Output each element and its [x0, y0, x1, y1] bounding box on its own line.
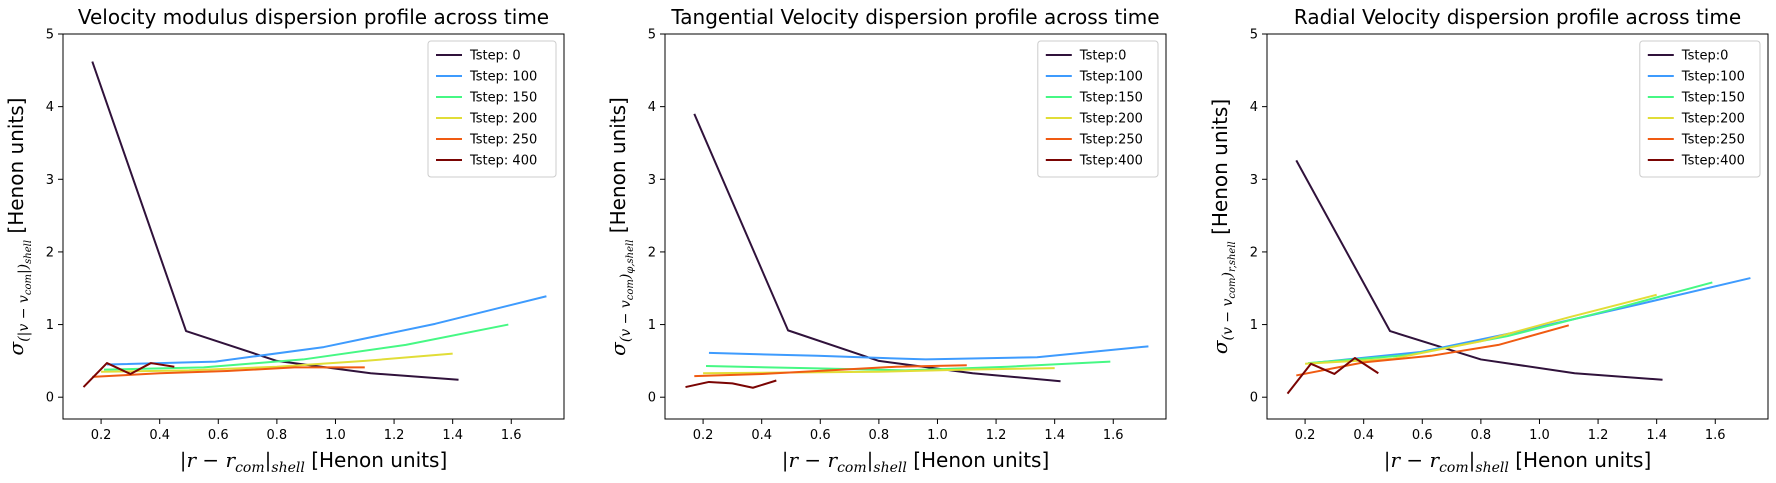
y-axis-label: σ(|v − vcom|)shell [Henon units] — [4, 98, 34, 356]
x-tick-label: 0.8 — [869, 428, 890, 443]
x-tick-label: 0.4 — [1353, 428, 1374, 443]
legend-entry-label: Tstep:0 — [1079, 49, 1127, 64]
x-tick-label: 0.6 — [1412, 428, 1433, 443]
legend-entry-label: Tstep:100 — [1079, 70, 1143, 85]
legend-entry-label: Tstep: 150 — [469, 91, 537, 106]
series-line-tstep-200 — [101, 352, 453, 373]
y-tick-label: 0 — [1250, 391, 1258, 406]
y-tick-label: 2 — [648, 245, 656, 260]
x-tick-label: 1.0 — [927, 428, 948, 443]
y-tick-label: 1 — [1250, 318, 1258, 333]
chart-panel-2: Tangential Velocity dispersion profile a… — [606, 5, 1167, 476]
y-tick-label: 5 — [46, 28, 54, 43]
x-tick-label: 0.6 — [208, 428, 229, 443]
y-tick-label: 3 — [1250, 173, 1258, 188]
series-line-tstep-150 — [1307, 281, 1713, 365]
y-tick-label: 4 — [648, 100, 656, 115]
series-line-tstep-250 — [694, 364, 967, 378]
x-tick-label: 0.2 — [693, 428, 714, 443]
series-line-tstep-0 — [693, 113, 1061, 383]
x-axis-label: |r − rcom|shell [Henon units] — [1384, 448, 1652, 476]
y-tick-label: 3 — [46, 173, 54, 188]
chart-title: Velocity modulus dispersion profile acro… — [78, 5, 549, 29]
x-tick-label: 1.6 — [1103, 428, 1124, 443]
x-tick-label: 0.4 — [751, 428, 772, 443]
chart-panel-3: Radial Velocity dispersion profile acros… — [1208, 5, 1769, 476]
y-tick-label: 3 — [648, 173, 656, 188]
x-tick-label: 0.8 — [1471, 428, 1492, 443]
series-line-tstep-400 — [82, 362, 175, 388]
x-tick-label: 1.6 — [501, 428, 522, 443]
x-tick-label: 0.6 — [810, 428, 831, 443]
legend-entry-label: Tstep: 100 — [469, 70, 537, 85]
y-tick-label: 2 — [46, 245, 54, 260]
legend-entry-label: Tstep:200 — [1681, 112, 1745, 127]
y-tick-label: 5 — [648, 28, 656, 43]
y-tick-label: 1 — [46, 318, 54, 333]
x-tick-label: 1.0 — [1529, 428, 1550, 443]
y-tick-label: 4 — [46, 100, 54, 115]
y-tick-label: 5 — [1250, 28, 1258, 43]
x-tick-label: 1.2 — [1588, 428, 1609, 443]
y-axis-label: σ(v − vcom)φ,shell [Henon units] — [606, 97, 636, 356]
x-tick-label: 0.8 — [267, 428, 288, 443]
x-tick-label: 1.2 — [986, 428, 1007, 443]
series-line-tstep-200 — [703, 367, 1055, 375]
plot-area-frame — [1266, 33, 1769, 420]
x-axis-label: |r − rcom|shell [Henon units] — [180, 448, 448, 476]
legend: Tstep:0 Tstep:100 Tstep:150 Tstep:200 Tstep:… — [1639, 40, 1761, 178]
x-tick-label: 0.2 — [91, 428, 112, 443]
legend-entry-label: Tstep:200 — [1079, 112, 1143, 127]
chart-title: Tangential Velocity dispersion profile a… — [670, 5, 1159, 29]
plot-area-frame — [664, 33, 1167, 420]
x-tick-label: 0.4 — [149, 428, 170, 443]
legend-entry-label: Tstep:150 — [1681, 91, 1745, 106]
x-tick-label: 1.0 — [325, 428, 346, 443]
series-line-tstep-0 — [91, 61, 459, 381]
series-line-tstep-400 — [1286, 356, 1379, 395]
x-axis-label: |r − rcom|shell [Henon units] — [782, 448, 1050, 476]
series-line-tstep-250 — [1296, 324, 1570, 377]
legend-entry-label: Tstep: 250 — [469, 133, 537, 148]
series-line-tstep-200 — [1305, 293, 1657, 365]
legend-entry-label: Tstep:400 — [1681, 154, 1745, 169]
series-line-tstep-100 — [106, 295, 547, 366]
legend-entry-label: Tstep:100 — [1681, 70, 1745, 85]
y-axis-label: σ(v − vcom)r,shell [Henon units] — [1208, 99, 1238, 354]
series-line-tstep-150 — [103, 323, 509, 371]
x-tick-label: 0.2 — [1295, 428, 1316, 443]
legend-entry-label: Tstep:400 — [1079, 154, 1143, 169]
chart-title: Radial Velocity dispersion profile acros… — [1294, 5, 1741, 29]
series-line-tstep-0 — [1295, 159, 1663, 381]
legend: Tstep: 0 Tstep: 100 Tstep: 150 Tstep: 200 Ts… — [427, 40, 557, 178]
series-line-tstep-400 — [685, 379, 777, 389]
x-tick-label: 1.2 — [384, 428, 405, 443]
legend-entry-label: Tstep: 200 — [469, 112, 537, 127]
x-tick-label: 1.4 — [1044, 428, 1065, 443]
chart-panel-1: Velocity modulus dispersion profile acro… — [4, 5, 565, 476]
y-tick-label: 4 — [1250, 100, 1258, 115]
legend-entry-label: Tstep:250 — [1681, 133, 1745, 148]
legend-entry-label: Tstep:250 — [1079, 133, 1143, 148]
x-tick-label: 1.4 — [1646, 428, 1667, 443]
y-tick-label: 0 — [648, 391, 656, 406]
y-tick-label: 0 — [46, 391, 54, 406]
legend-entry-label: Tstep:0 — [1681, 49, 1729, 64]
series-line-tstep-100 — [708, 345, 1149, 361]
legend: Tstep:0 Tstep:100 Tstep:150 Tstep:200 Tstep:… — [1037, 40, 1159, 178]
x-tick-label: 1.6 — [1705, 428, 1726, 443]
y-tick-label: 1 — [648, 318, 656, 333]
series-line-tstep-250 — [92, 366, 365, 378]
series-line-tstep-100 — [1310, 277, 1751, 365]
x-tick-label: 1.4 — [442, 428, 463, 443]
plot-area-frame — [62, 33, 565, 420]
legend-entry-label: Tstep: 400 — [469, 154, 537, 169]
y-tick-label: 2 — [1250, 245, 1258, 260]
legend-entry-label: Tstep: 0 — [469, 49, 521, 64]
legend-entry-label: Tstep:150 — [1079, 91, 1143, 106]
